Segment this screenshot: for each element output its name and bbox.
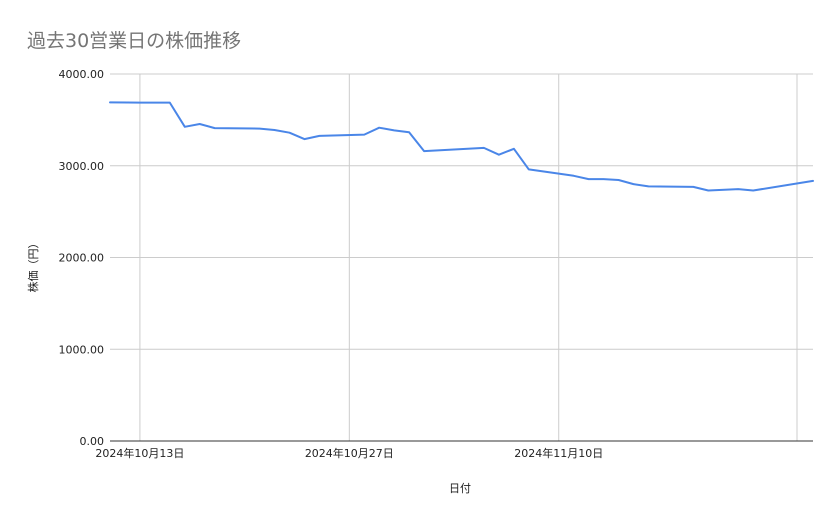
y-tick-label: 4000.00 xyxy=(59,68,105,81)
y-tick-label: 1000.00 xyxy=(59,343,105,356)
series-line xyxy=(109,101,814,192)
chart-title: 過去30営業日の株価推移 xyxy=(27,30,242,52)
x-tick-label: 2024年10月13日 xyxy=(95,446,184,460)
x-tick-label: 2024年10月27日 xyxy=(305,446,394,460)
tick-layer: 0.00 1000.00 2000.00 3000.00 4000.00 2024年10月… xyxy=(59,68,604,460)
x-tick-label: 2024年11月10日 xyxy=(514,446,603,460)
y-tick-label: 0.00 xyxy=(80,435,105,448)
grid-layer xyxy=(110,73,813,441)
y-tick-label: 2000.00 xyxy=(59,252,105,265)
series-layer xyxy=(109,101,814,192)
x-axis-label: 日付 xyxy=(449,482,471,495)
y-tick-label: 3000.00 xyxy=(59,160,105,173)
